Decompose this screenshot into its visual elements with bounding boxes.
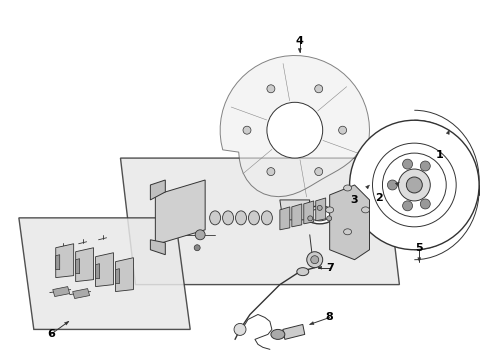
Circle shape <box>306 252 322 268</box>
Polygon shape <box>64 321 68 325</box>
Polygon shape <box>365 185 369 189</box>
Circle shape <box>402 159 412 169</box>
Polygon shape <box>95 253 113 287</box>
Circle shape <box>326 216 331 221</box>
Polygon shape <box>298 49 301 53</box>
Ellipse shape <box>248 211 259 225</box>
Ellipse shape <box>296 268 308 276</box>
Polygon shape <box>56 244 74 278</box>
Polygon shape <box>53 287 69 297</box>
Text: 5: 5 <box>415 243 422 253</box>
Polygon shape <box>309 321 313 325</box>
Polygon shape <box>394 182 399 186</box>
Polygon shape <box>150 180 165 200</box>
Circle shape <box>338 126 346 134</box>
Ellipse shape <box>361 207 369 213</box>
Polygon shape <box>303 201 313 224</box>
Polygon shape <box>291 204 301 227</box>
Circle shape <box>317 206 322 210</box>
Ellipse shape <box>304 206 334 224</box>
Polygon shape <box>19 218 190 329</box>
Polygon shape <box>279 200 309 220</box>
Circle shape <box>402 201 412 211</box>
Polygon shape <box>279 207 289 230</box>
Circle shape <box>314 85 322 93</box>
Text: 3: 3 <box>350 195 358 205</box>
Polygon shape <box>417 258 420 262</box>
Polygon shape <box>120 158 399 285</box>
Circle shape <box>310 256 318 264</box>
Polygon shape <box>446 130 448 135</box>
Ellipse shape <box>222 211 233 225</box>
Ellipse shape <box>209 211 220 225</box>
Polygon shape <box>155 180 205 245</box>
Circle shape <box>194 245 200 251</box>
Circle shape <box>307 216 312 221</box>
Ellipse shape <box>343 229 351 235</box>
Polygon shape <box>56 255 60 270</box>
Circle shape <box>349 120 478 250</box>
Polygon shape <box>329 185 369 260</box>
Ellipse shape <box>325 207 333 213</box>
Ellipse shape <box>261 211 272 225</box>
Polygon shape <box>115 269 119 284</box>
Polygon shape <box>95 264 100 279</box>
Circle shape <box>314 168 322 176</box>
Polygon shape <box>150 240 165 255</box>
Ellipse shape <box>270 329 285 339</box>
Ellipse shape <box>333 191 361 229</box>
Text: 1: 1 <box>434 150 442 160</box>
Text: 4: 4 <box>295 36 303 46</box>
Text: 7: 7 <box>325 263 333 273</box>
Polygon shape <box>76 248 93 282</box>
Circle shape <box>266 85 274 93</box>
Text: 2: 2 <box>375 193 383 203</box>
Circle shape <box>243 126 250 134</box>
Circle shape <box>266 168 274 176</box>
Ellipse shape <box>343 185 351 191</box>
Circle shape <box>386 180 397 190</box>
Circle shape <box>406 177 422 193</box>
Polygon shape <box>282 324 304 339</box>
Circle shape <box>234 323 245 336</box>
Circle shape <box>266 102 322 158</box>
Polygon shape <box>317 266 321 269</box>
Polygon shape <box>73 289 89 298</box>
Polygon shape <box>220 55 369 197</box>
Circle shape <box>398 169 429 201</box>
Text: 6: 6 <box>47 329 55 339</box>
Ellipse shape <box>235 211 246 225</box>
Polygon shape <box>76 259 80 274</box>
Polygon shape <box>115 258 133 292</box>
Circle shape <box>420 161 429 171</box>
Circle shape <box>420 199 429 209</box>
Polygon shape <box>315 198 325 221</box>
Circle shape <box>195 230 205 240</box>
Text: 8: 8 <box>325 312 333 323</box>
